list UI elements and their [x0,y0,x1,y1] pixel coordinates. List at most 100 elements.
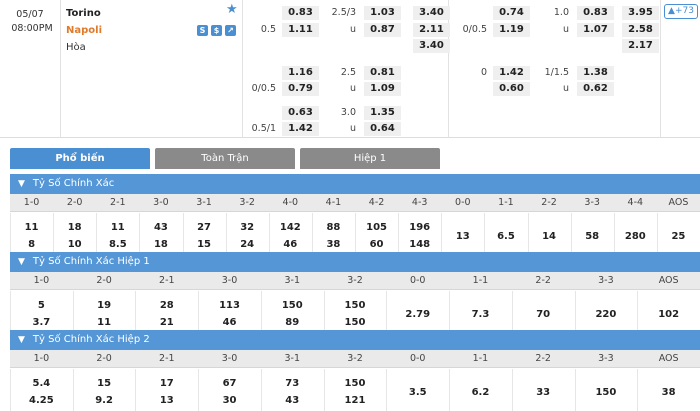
ft-handicap-away[interactable]: 1.42 [282,122,319,136]
odds-away-win[interactable]: 148 [409,239,431,250]
odds-home-win[interactable]: 11 [24,222,39,233]
chart-icon[interactable]: ↗ [225,25,236,36]
more-markets-button[interactable]: ▲+73 [664,4,698,19]
odds-home-win[interactable]: 19 [97,300,112,311]
odds-draw-score[interactable]: 102 [658,309,680,320]
odds-draw-score[interactable]: 280 [624,231,646,242]
odds-home-win[interactable]: 150 [281,300,303,311]
section-header[interactable]: ▼ Tỷ Số Chính Xác Hiệp 2 [10,330,700,350]
stats-icon[interactable]: S [197,25,208,36]
odds-draw-score[interactable]: 58 [585,231,600,242]
ft-ou-over[interactable]: 0.81 [364,66,401,80]
odds-home-win[interactable]: 150 [344,300,366,311]
odds-home-win[interactable]: 5.4 [32,378,51,389]
odds-home-win[interactable]: 15 [97,378,112,389]
ht-handicap-home[interactable]: 1.42 [493,66,530,80]
odds-home-win[interactable]: 11 [110,222,125,233]
odds-away-win[interactable]: 121 [344,395,366,406]
ht-ou-under[interactable]: 0.62 [577,82,614,96]
odds-draw-score[interactable]: 13 [455,231,470,242]
odds-home-win[interactable]: 27 [197,222,212,233]
odds-draw-score[interactable]: 70 [536,309,551,320]
odds-home-win[interactable]: 28 [159,300,174,311]
ht-1x2-home[interactable]: 3.95 [622,6,659,20]
odds-away-win[interactable]: 21 [159,317,174,328]
odds-away-win[interactable]: 4.25 [29,395,54,406]
ft-ou-over[interactable]: 1.35 [364,106,401,120]
odds-icon[interactable]: $ [211,25,222,36]
ft-handicap-away[interactable]: 0.79 [282,82,319,96]
odds-home-win[interactable]: 67 [222,378,237,389]
tab-popular[interactable]: Phổ biến [10,148,150,169]
odds-away-win[interactable]: 9.2 [95,395,113,406]
odds-away-win[interactable]: 18 [153,239,168,250]
ht-handicap-away[interactable]: 1.19 [493,23,530,37]
odds-home-win[interactable]: 32 [240,222,255,233]
column-divider [10,369,11,411]
tab-first-half[interactable]: Hiệp 1 [300,148,440,169]
odds-home-win[interactable]: 17 [159,378,174,389]
odds-home-win[interactable]: 150 [344,378,366,389]
odds-draw-score[interactable]: 2.79 [405,309,431,320]
odds-draw-score[interactable]: 3.5 [408,387,427,398]
ht-1x2-draw[interactable]: 2.17 [622,39,659,53]
odds-away-win[interactable]: 8.5 [108,239,127,250]
ht-handicap-home[interactable]: 0.74 [493,6,530,20]
odds-home-win[interactable]: 43 [153,222,168,233]
ft-handicap-home[interactable]: 0.63 [282,106,319,120]
odds-draw-score[interactable]: 7.3 [471,309,490,320]
odds-home-win[interactable]: 113 [219,300,240,311]
odds-home-win[interactable]: 73 [285,378,300,389]
odds-home-win[interactable]: 142 [279,222,301,233]
odds-away-win[interactable]: 38 [326,239,341,250]
ft-ou-over[interactable]: 1.03 [364,6,401,20]
away-team[interactable]: Napoli [66,25,103,36]
odds-away-win[interactable]: 24 [240,239,255,250]
odds-away-win[interactable]: 3.7 [32,317,51,328]
ht-ou-over[interactable]: 1.38 [577,66,614,80]
odds-away-win[interactable]: 89 [285,317,300,328]
ft-ou-under[interactable]: 1.09 [364,82,401,96]
odds-away-win[interactable]: 43 [285,395,300,406]
odds-draw-score[interactable]: 150 [595,387,617,398]
ft-handicap-home[interactable]: 0.83 [282,6,319,20]
ft-handicap-home[interactable]: 1.16 [282,66,319,80]
odds-away-win[interactable]: 10 [67,239,82,250]
odds-home-win[interactable]: 196 [409,222,431,233]
odds-away-win[interactable]: 8 [28,239,36,250]
odds-away-win[interactable]: 15 [197,239,212,250]
odds-away-win[interactable]: 30 [222,395,237,406]
ft-ou-under[interactable]: 0.64 [364,122,401,136]
ft-handicap-away[interactable]: 1.11 [282,23,319,37]
section-header[interactable]: ▼ Tỷ Số Chính Xác Hiệp 1 [10,252,700,272]
ft-ou-under[interactable]: 0.87 [364,23,401,37]
odds-away-win[interactable]: 60 [369,239,384,250]
odds-away-win[interactable]: 46 [283,239,298,250]
ht-1x2-away[interactable]: 2.58 [622,23,659,37]
home-team[interactable]: Torino [66,8,101,19]
odds-draw-score[interactable]: 6.5 [497,231,515,242]
section-header[interactable]: ▼ Tỷ Số Chính Xác [10,174,700,194]
odds-draw-score[interactable]: 33 [536,387,551,398]
odds-home-win[interactable]: 105 [366,222,387,233]
ht-handicap-away[interactable]: 0.60 [493,82,530,96]
odds-home-win[interactable]: 5 [37,300,45,311]
odds-draw-score[interactable]: 14 [542,231,557,242]
ft-1x2-draw[interactable]: 3.40 [413,39,450,53]
odds-home-win[interactable]: 88 [326,222,341,233]
ft-1x2-away[interactable]: 2.11 [413,23,450,37]
odds-draw-score[interactable]: 6.2 [471,387,490,398]
odds-home-win[interactable]: 18 [67,222,82,233]
odds-away-win[interactable]: 46 [222,317,237,328]
odds-draw-score[interactable]: 220 [595,309,617,320]
ht-ou-under[interactable]: 1.07 [577,23,614,37]
odds-away-win[interactable]: 11 [97,317,112,328]
tab-full-match[interactable]: Toàn Trận [155,148,295,169]
odds-away-win[interactable]: 13 [159,395,174,406]
odds-away-win[interactable]: 150 [344,317,366,328]
odds-draw-score[interactable]: 38 [661,387,676,398]
ft-1x2-home[interactable]: 3.40 [413,6,450,20]
ht-ou-over[interactable]: 0.83 [577,6,614,20]
favorite-star-icon[interactable]: ★ [226,2,238,17]
odds-draw-score[interactable]: 25 [671,231,686,242]
